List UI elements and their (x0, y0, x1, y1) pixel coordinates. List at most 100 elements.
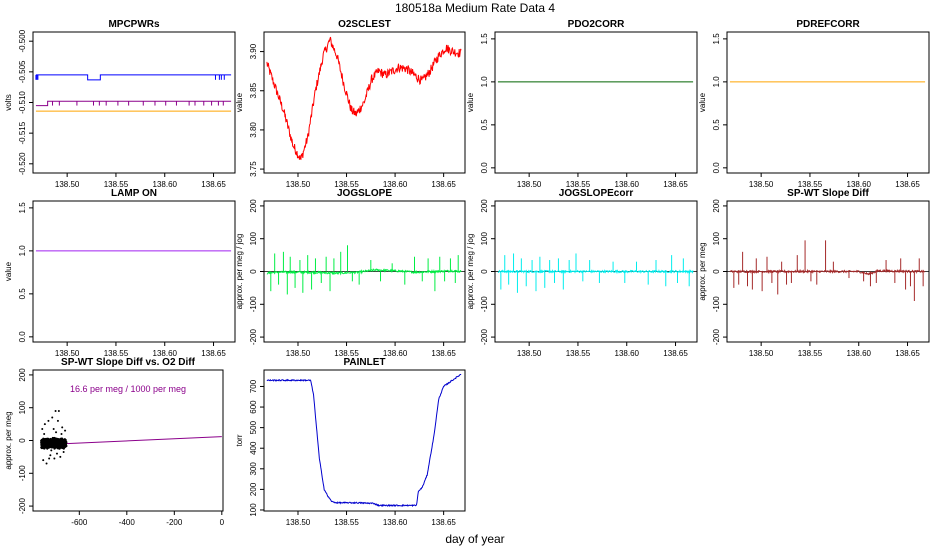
x-tick-label: -200 (166, 518, 183, 527)
y-axis-label: value (4, 261, 13, 281)
y-tick-label: 300 (249, 462, 258, 476)
y-tick-label: 0.5 (480, 119, 489, 131)
y-tick-label: 200 (249, 199, 258, 213)
panel-painlet: PAINLET 138.50 138.55 138.60 138.65 100 200 300… (235, 357, 466, 527)
x-tick-label: 138.55 (566, 180, 591, 189)
panel-title: MPCPWRs (108, 19, 160, 30)
scatter-point (48, 438, 52, 441)
panel-title: SP-WT Slope Diff (787, 188, 869, 199)
y-tick-label: 100 (712, 231, 721, 245)
panel-mpcpwrs: MPCPWRs 138.50 138.55 138.60 138.65 -0.520 -0.… (4, 19, 236, 189)
x-tick-label: 138.60 (847, 349, 872, 358)
x-tick-label: 138.60 (153, 180, 178, 189)
scatter-point (50, 446, 53, 449)
y-tick-label: 500 (249, 420, 258, 434)
scatter-point (45, 439, 48, 443)
y-tick-label: 0 (712, 269, 721, 274)
panel-pdo2corr: PDO2CORR 138.50 138.55 138.60 138.65 0.0 0.5 1.… (466, 19, 698, 189)
x-tick-label: 138.65 (663, 349, 688, 358)
y-tick-label: 200 (249, 482, 258, 496)
y-tick-label: 1.0 (712, 76, 721, 88)
x-tick-label: 138.50 (749, 180, 774, 189)
scatter-point (63, 446, 66, 449)
scatter-point (42, 440, 45, 444)
x-tick-label: 138.65 (895, 349, 920, 358)
panel-o2sclest: O2SCLEST 138.50 138.55 138.60 138.65 3.75 3.80… (235, 19, 466, 189)
scatter-point (48, 442, 51, 445)
series-line (266, 36, 462, 161)
panel-lamp_on: LAMP ON 138.50 138.55 138.60 138.65 0.0 0.5 1.0… (4, 188, 236, 358)
scatter-point (56, 419, 59, 422)
scatter-point (64, 444, 67, 447)
fit-annotation: 16.6 per meg / 1000 per meg (70, 384, 186, 394)
plot-frame (32, 31, 236, 174)
y-tick-label: -0.510 (18, 91, 27, 114)
y-tick-label: -100 (712, 296, 721, 313)
y-tick-label: 200 (712, 199, 721, 213)
y-tick-label: 0 (249, 269, 258, 274)
scatter-point (58, 445, 61, 449)
scatter-point (51, 444, 54, 447)
x-tick-label: 138.50 (286, 349, 311, 358)
scatter-point (48, 457, 51, 460)
plot-area (264, 245, 465, 295)
y-axis-label: torr (235, 434, 244, 446)
scatter-point (40, 439, 43, 443)
plot-frame (726, 31, 930, 174)
scatter-point (50, 449, 53, 452)
y-tick-label: 3.80 (249, 122, 258, 138)
scatter-point (59, 455, 62, 458)
y-tick-label: 0 (480, 269, 489, 274)
y-tick-label: 400 (249, 441, 258, 455)
x-tick-label: 138.50 (517, 349, 542, 358)
x-tick-label: 138.50 (749, 349, 774, 358)
x-tick-label: 138.55 (798, 180, 823, 189)
x-tick-label: -400 (119, 518, 136, 527)
series-line (266, 373, 462, 508)
series-line (266, 268, 462, 276)
scatter-point (57, 409, 60, 412)
y-tick-label: 600 (249, 400, 258, 414)
y-tick-label: 0 (18, 438, 27, 443)
panel-title: LAMP ON (111, 188, 157, 199)
x-tick-label: 138.55 (334, 349, 359, 358)
x-tick-label: 138.55 (334, 518, 359, 527)
panel-title: PDO2CORR (568, 19, 625, 30)
y-tick-label: 1.5 (712, 33, 721, 45)
y-tick-label: -100 (480, 296, 489, 313)
scatter-point (51, 416, 54, 419)
y-tick-label: -200 (712, 329, 721, 346)
panel-title: PDREFCORR (796, 19, 860, 30)
x-tick-label: 138.60 (383, 349, 408, 358)
y-tick-label: -0.505 (18, 60, 27, 83)
y-axis-label: volts (4, 94, 13, 110)
y-tick-label: 700 (249, 379, 258, 393)
x-tick-label: 138.65 (431, 180, 456, 189)
x-tick-label: 138.55 (798, 349, 823, 358)
scatter-point (40, 445, 44, 448)
y-axis-label: value (698, 92, 707, 112)
scatter-point (42, 459, 45, 462)
plot-frame (263, 31, 466, 174)
panel-pdrefcorr: PDREFCORR 138.50 138.55 138.60 138.65 0.0 0.5 1… (698, 19, 930, 189)
x-tick-label: 138.65 (895, 180, 920, 189)
scatter-point (55, 452, 58, 455)
scatter-point (61, 445, 64, 449)
x-tick-label: 138.55 (104, 349, 129, 358)
y-axis-label: approx. per meg (4, 411, 13, 469)
y-tick-label: 0.0 (712, 162, 721, 174)
plot-area (266, 36, 462, 161)
x-tick-label: 138.50 (55, 180, 80, 189)
scatter-point (60, 440, 63, 443)
y-tick-label: -100 (18, 465, 27, 482)
fit-line (41, 436, 222, 446)
scatter-point (43, 423, 46, 426)
panel-spwt_vs_o2: SP-WT Slope Diff vs. O2 Diff -600 -400 -200… (4, 357, 225, 527)
x-tick-label: 138.55 (104, 180, 129, 189)
scatter-point (53, 457, 56, 460)
x-tick-label: 138.55 (334, 180, 359, 189)
x-tick-label: 138.60 (383, 180, 408, 189)
x-tick-label: 138.65 (431, 518, 456, 527)
y-tick-label: -200 (18, 498, 27, 515)
